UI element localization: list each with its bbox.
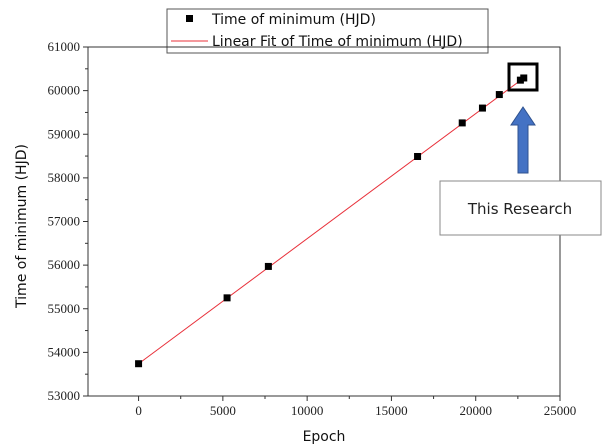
y-tick-label: 57000 [48, 214, 81, 229]
annotation-text: This Research [467, 200, 572, 218]
data-point [264, 262, 272, 270]
legend-frame [166, 8, 489, 54]
y-tick-label: 53000 [48, 388, 81, 403]
annotation-arrow [510, 106, 536, 174]
data-point [478, 104, 486, 112]
legend-label-series-0: Time of minimum (HJD) [211, 12, 376, 28]
y-tick-label: 58000 [48, 170, 81, 185]
x-axis: 0 5000 10000 15000 20000 25000 [135, 396, 576, 418]
y-tick-label: 55000 [48, 301, 81, 316]
data-point [223, 294, 231, 302]
y-tick-label: 59000 [48, 126, 81, 141]
annotation-box [439, 180, 602, 236]
data-points-layer [135, 74, 528, 368]
data-point [495, 91, 503, 99]
legend-label-series-1: Linear Fit of Time of minimum (HJD) [212, 34, 463, 50]
y-tick-label: 54000 [48, 344, 81, 359]
x-tick-label: 15000 [375, 403, 408, 418]
data-point [414, 152, 422, 160]
data-point [458, 119, 466, 127]
y-axis-title: Time of minimum (HJD) [14, 144, 30, 309]
x-tick-label: 10000 [291, 403, 324, 418]
data-point [135, 360, 143, 368]
x-axis-title: Epoch [303, 429, 346, 445]
x-tick-label: 0 [135, 403, 142, 418]
x-tick-label: 20000 [459, 403, 492, 418]
y-tick-label: 56000 [48, 257, 81, 272]
data-point [520, 74, 528, 82]
y-tick-label: 61000 [48, 39, 81, 54]
y-axis: 53000 54000 55000 56000 57000 58000 59000 60000… [48, 39, 88, 403]
legend-marker-square [186, 15, 193, 22]
plot-area: 0 5000 10000 15000 20000 25000 53000 54000 5500… [48, 39, 577, 418]
x-tick-label: 25000 [544, 403, 577, 418]
x-tick-label: 5000 [210, 403, 236, 418]
annotation: This Research [439, 62, 602, 236]
highlight-box [507, 62, 539, 92]
y-tick-label: 60000 [48, 83, 81, 98]
legend: Time of minimum (HJD) Linear Fit of Time… [166, 8, 489, 54]
